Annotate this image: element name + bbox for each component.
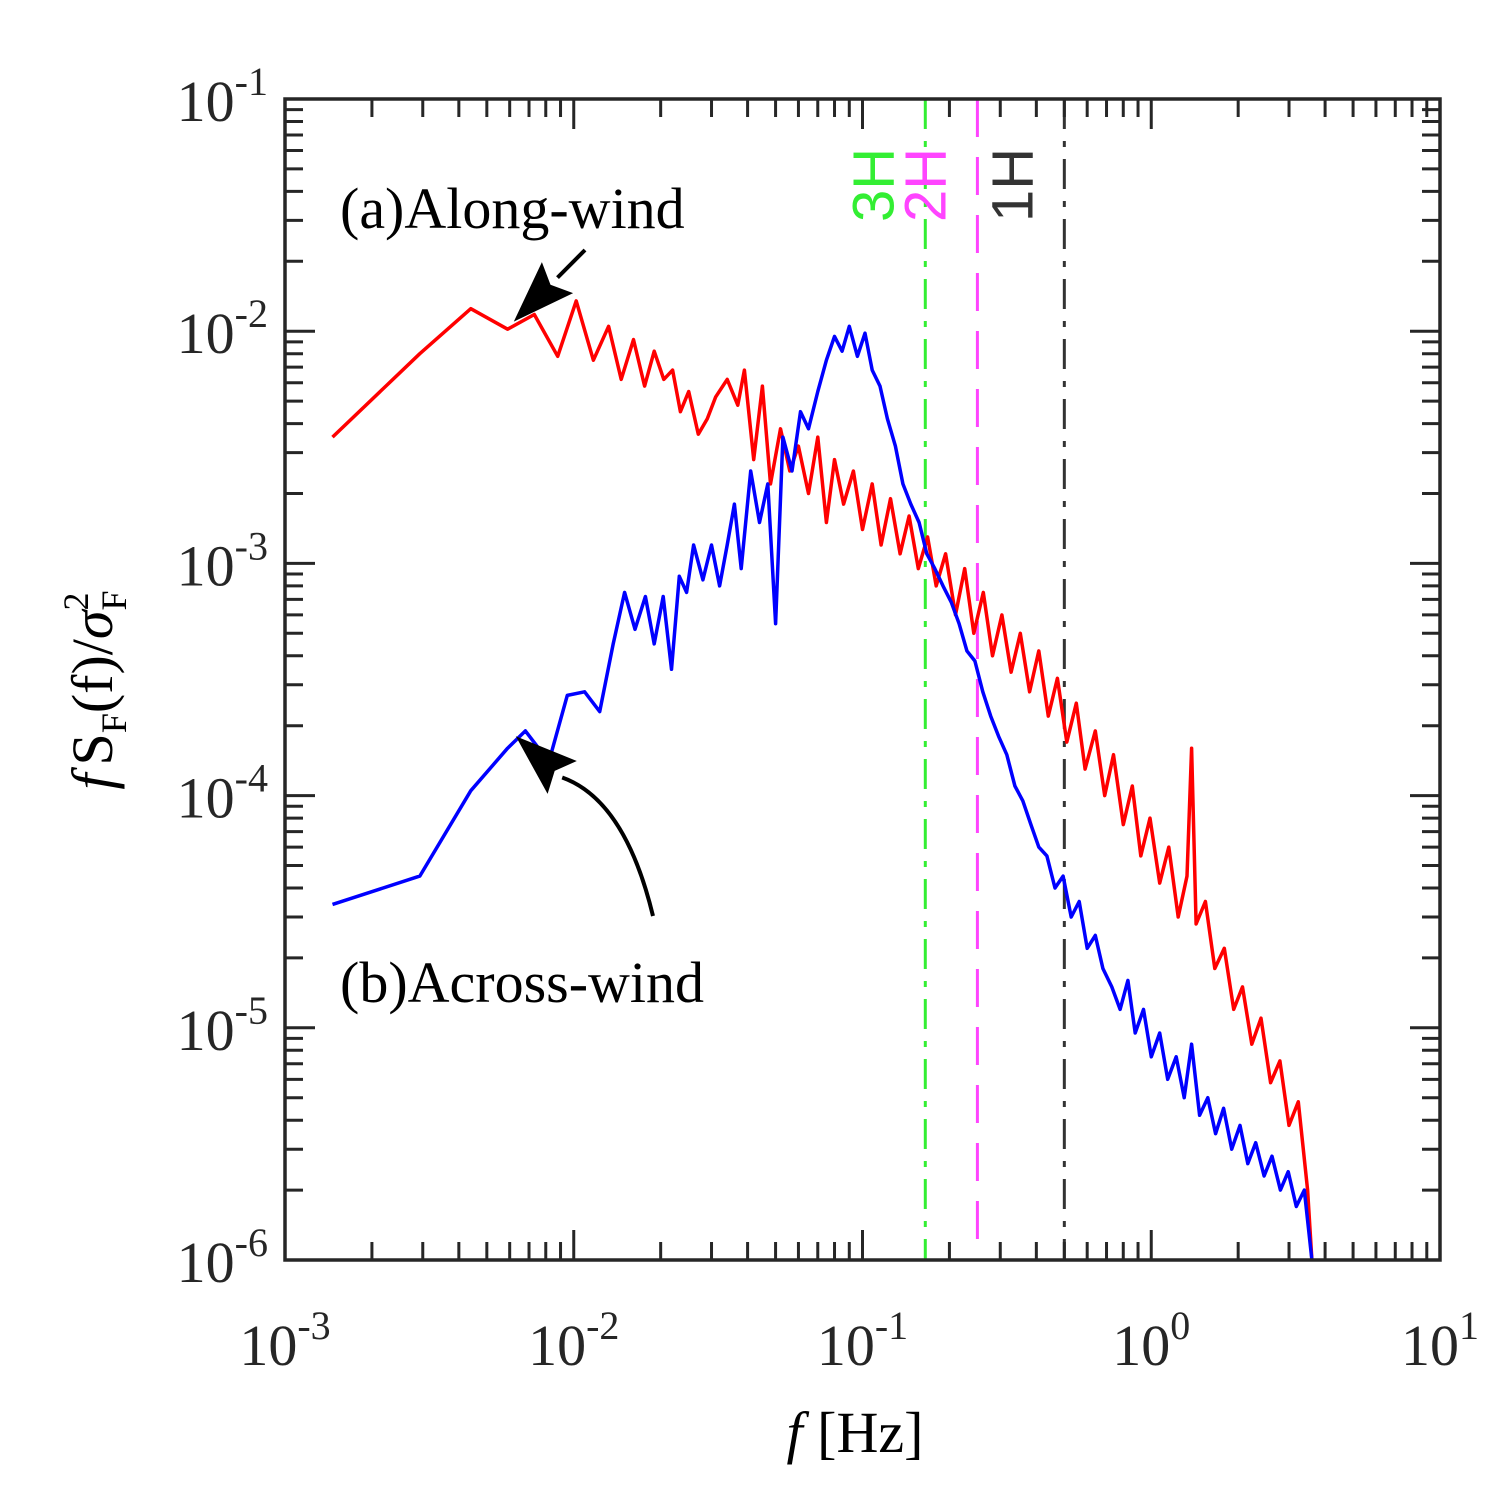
along-wind-annotation: (a)Along-wind [340, 176, 685, 241]
x-tick-label: 10-3 [239, 1303, 330, 1378]
vline-label-3h: 3H [841, 148, 906, 222]
across-wind-annotation: (b)Across-wind [340, 950, 704, 1015]
y-tick-label: 10-3 [177, 523, 268, 598]
x-axis-label: f [Hz] [787, 1400, 924, 1465]
x-tick-label: 10-2 [528, 1303, 619, 1378]
axes-frame [283, 97, 1442, 1262]
series-line-across-wind [331, 324, 1314, 1260]
x-tick-label: 10-1 [817, 1303, 908, 1378]
y-tick-label: 10-4 [177, 756, 268, 831]
along-wind-arrow-head [513, 262, 574, 322]
y-tick-label: 10-5 [177, 988, 268, 1063]
y-tick-label: 10-1 [177, 59, 268, 134]
plot-layer [331, 99, 1314, 1260]
along-wind-arrow-shaft [556, 248, 587, 280]
y-axis-label: fSF(f)/σF2 [56, 590, 134, 789]
annotation-layer [513, 248, 655, 917]
vline-label-1h: 1H [980, 148, 1045, 222]
x-tick-label: 101 [1401, 1303, 1479, 1378]
across-wind-arrow-head [515, 736, 577, 794]
y-tick-label: 10-6 [177, 1220, 268, 1295]
x-tick-label: 100 [1112, 1303, 1190, 1378]
y-tick-label: 10-2 [177, 291, 268, 366]
across-wind-arrow [515, 736, 655, 917]
along-wind-arrow [513, 248, 587, 322]
across-wind-arrow-shaft [561, 775, 655, 917]
vline-label-2h: 2H [893, 148, 958, 222]
